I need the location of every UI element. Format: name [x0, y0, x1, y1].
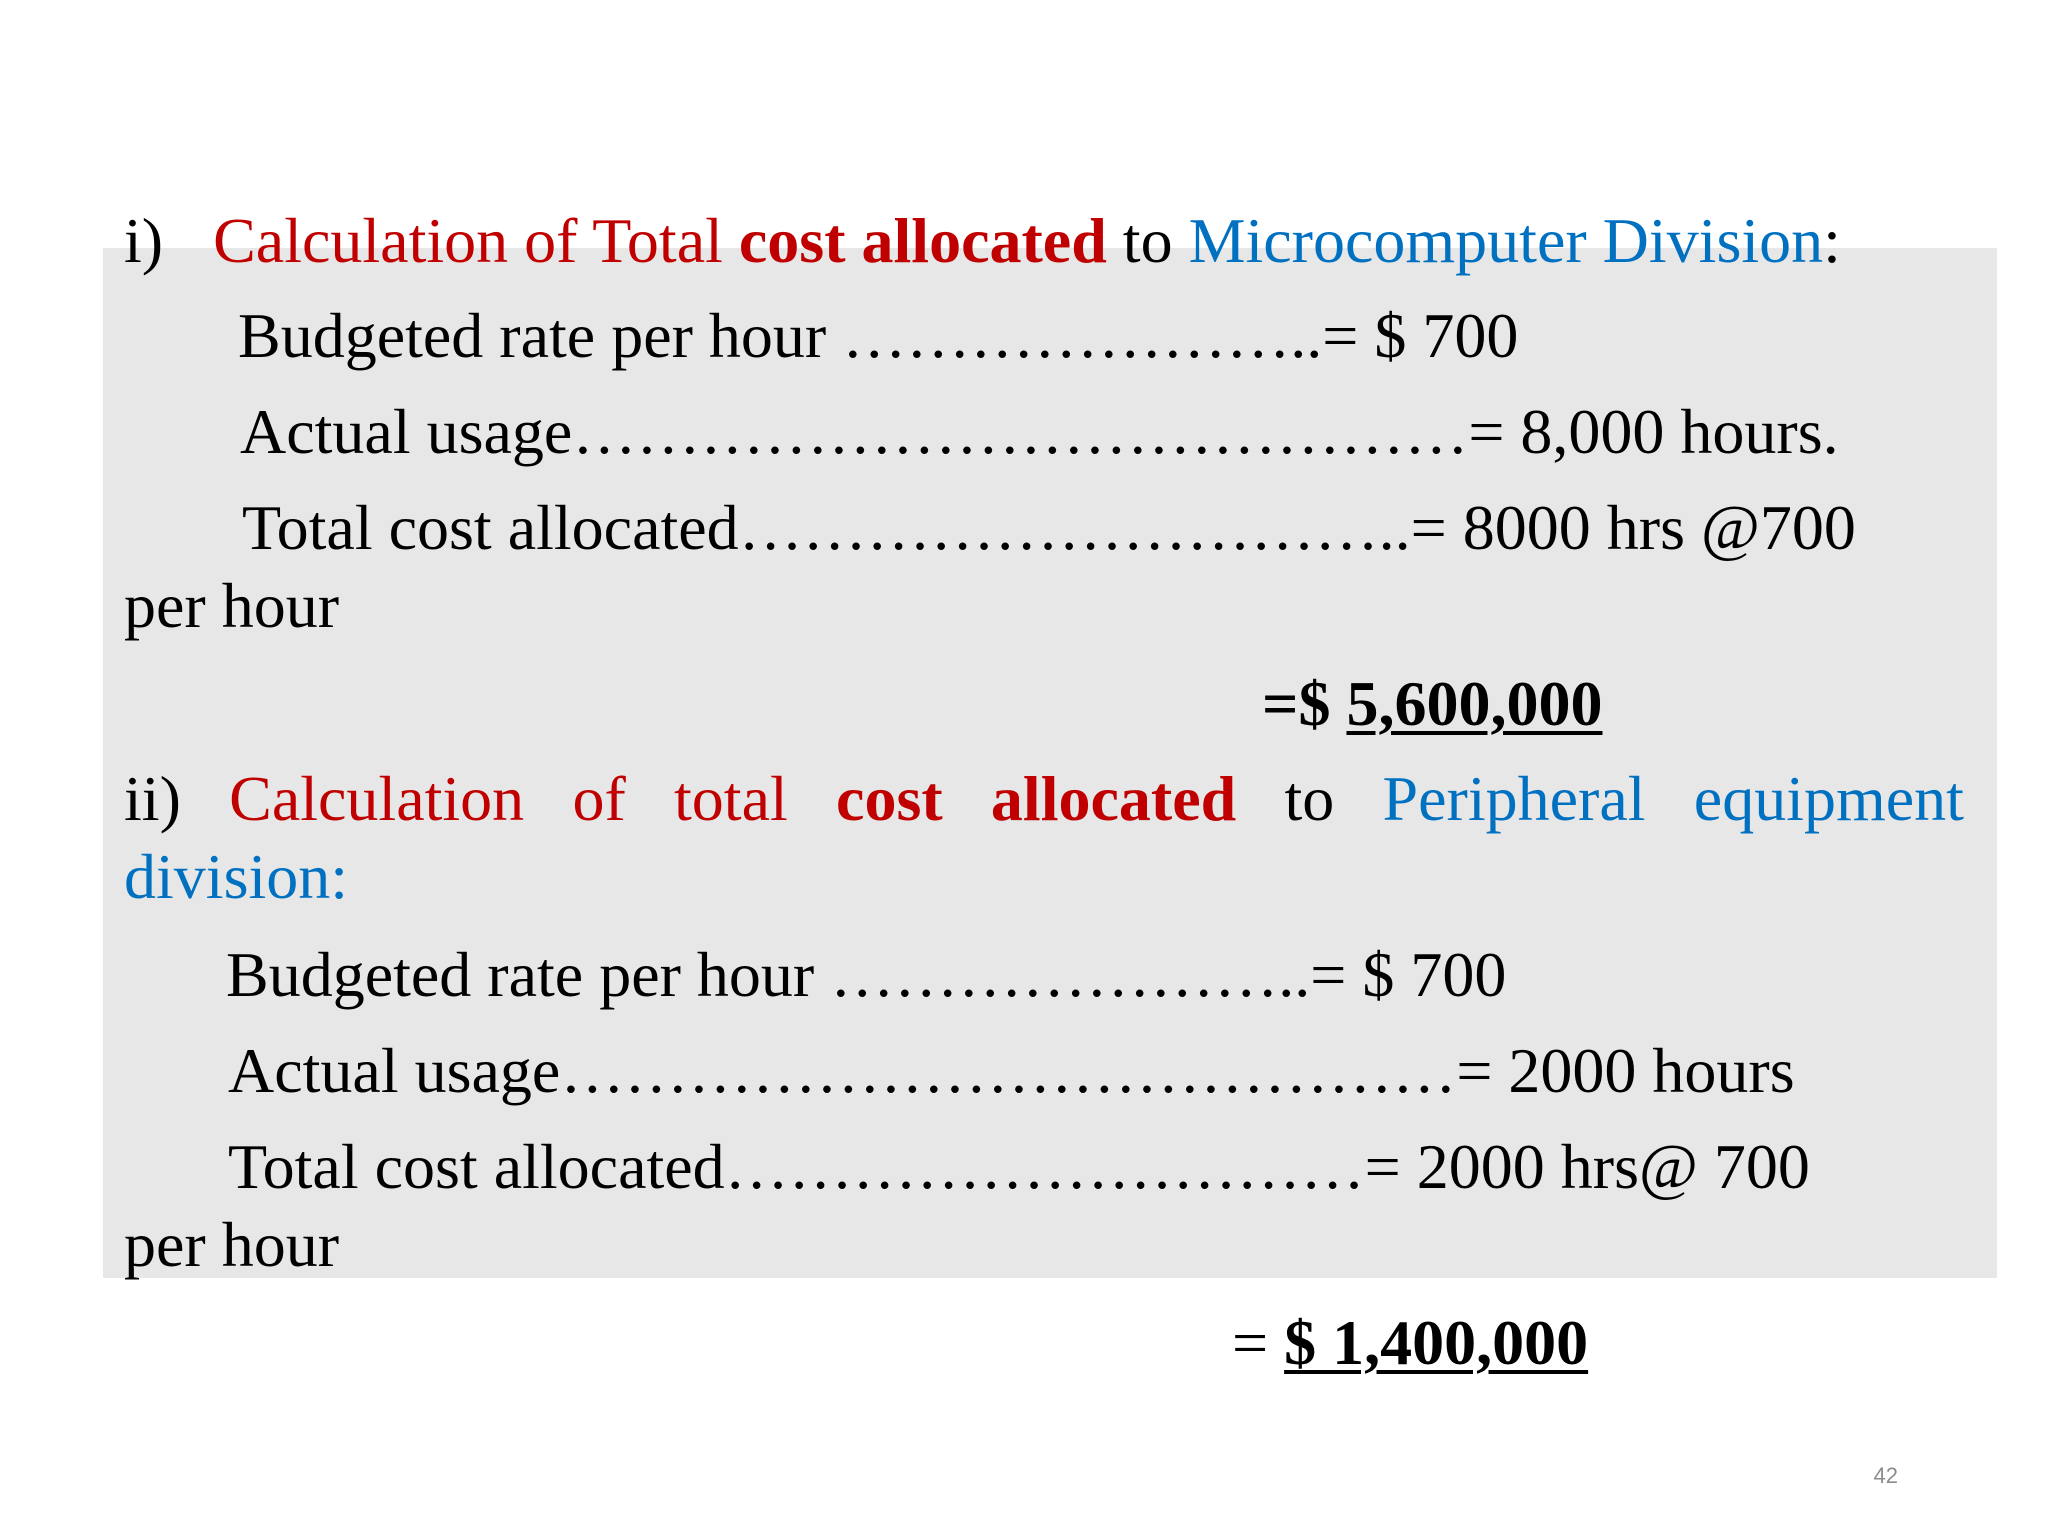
section-ii-heading-word-5: allocated: [990, 763, 1237, 834]
section-ii-heading-word-1: Calculation: [229, 763, 525, 834]
section-i-marker: i): [124, 205, 164, 276]
section-ii-rate-line: Budgeted rate per hour …………………..= $ 700: [226, 939, 1507, 1010]
section-i-heading-colon: :: [1823, 205, 1841, 276]
section-i-heading-to: to: [1122, 205, 1173, 276]
section-ii-heading: ii) Calculation of total cost allocated …: [124, 767, 1964, 831]
section-ii-heading-word-2: of: [572, 763, 626, 834]
section-i-heading-text: Calculation of Total: [213, 205, 723, 276]
section-i-result: =$ 5,600,000: [1262, 672, 1602, 736]
section-ii-heading-word-6: to: [1284, 763, 1335, 834]
section-ii-result: = $ 1,400,000: [1232, 1311, 1588, 1375]
section-i-heading-division: Microcomputer Division: [1188, 205, 1824, 276]
section-i-result-prefix: =$: [1262, 668, 1331, 739]
section-i-total-line: Total cost allocated…………………………..= 8000 h…: [242, 492, 1856, 563]
section-ii-heading-wrap: division:: [124, 841, 349, 912]
section-ii-marker: ii): [124, 763, 181, 834]
section-ii-usage-line: Actual usage……………………………………= 2000 hours: [228, 1035, 1795, 1106]
page-number: 42: [1873, 1463, 1898, 1488]
section-i-usage-line: Actual usage……………………………………= 8,000 hours.: [240, 396, 1839, 467]
section-ii-result-prefix: =: [1232, 1307, 1269, 1378]
section-ii-total-wrap: per hour: [124, 1209, 340, 1280]
section-ii-result-value: $ 1,400,000: [1284, 1307, 1589, 1378]
section-i-heading-bold: cost allocated: [738, 205, 1107, 276]
section-i-heading: i) Calculation of Total cost allocated to…: [124, 209, 1841, 273]
section-ii-total-line: Total cost allocated…………………………= 2000 hrs…: [228, 1131, 1810, 1202]
section-i-result-value: 5,600,000: [1346, 668, 1603, 739]
gray-content-panel: [103, 248, 1997, 1278]
section-ii-heading-word-3: total: [674, 763, 788, 834]
section-ii-heading-word-8: equipment: [1693, 763, 1964, 834]
section-i-total-wrap: per hour: [124, 570, 340, 641]
section-ii-heading-word-7: Peripheral: [1382, 763, 1646, 834]
section-ii-heading-word-4: cost: [836, 763, 943, 834]
section-i-rate-line: Budgeted rate per hour …………………..= $ 700: [238, 300, 1519, 371]
